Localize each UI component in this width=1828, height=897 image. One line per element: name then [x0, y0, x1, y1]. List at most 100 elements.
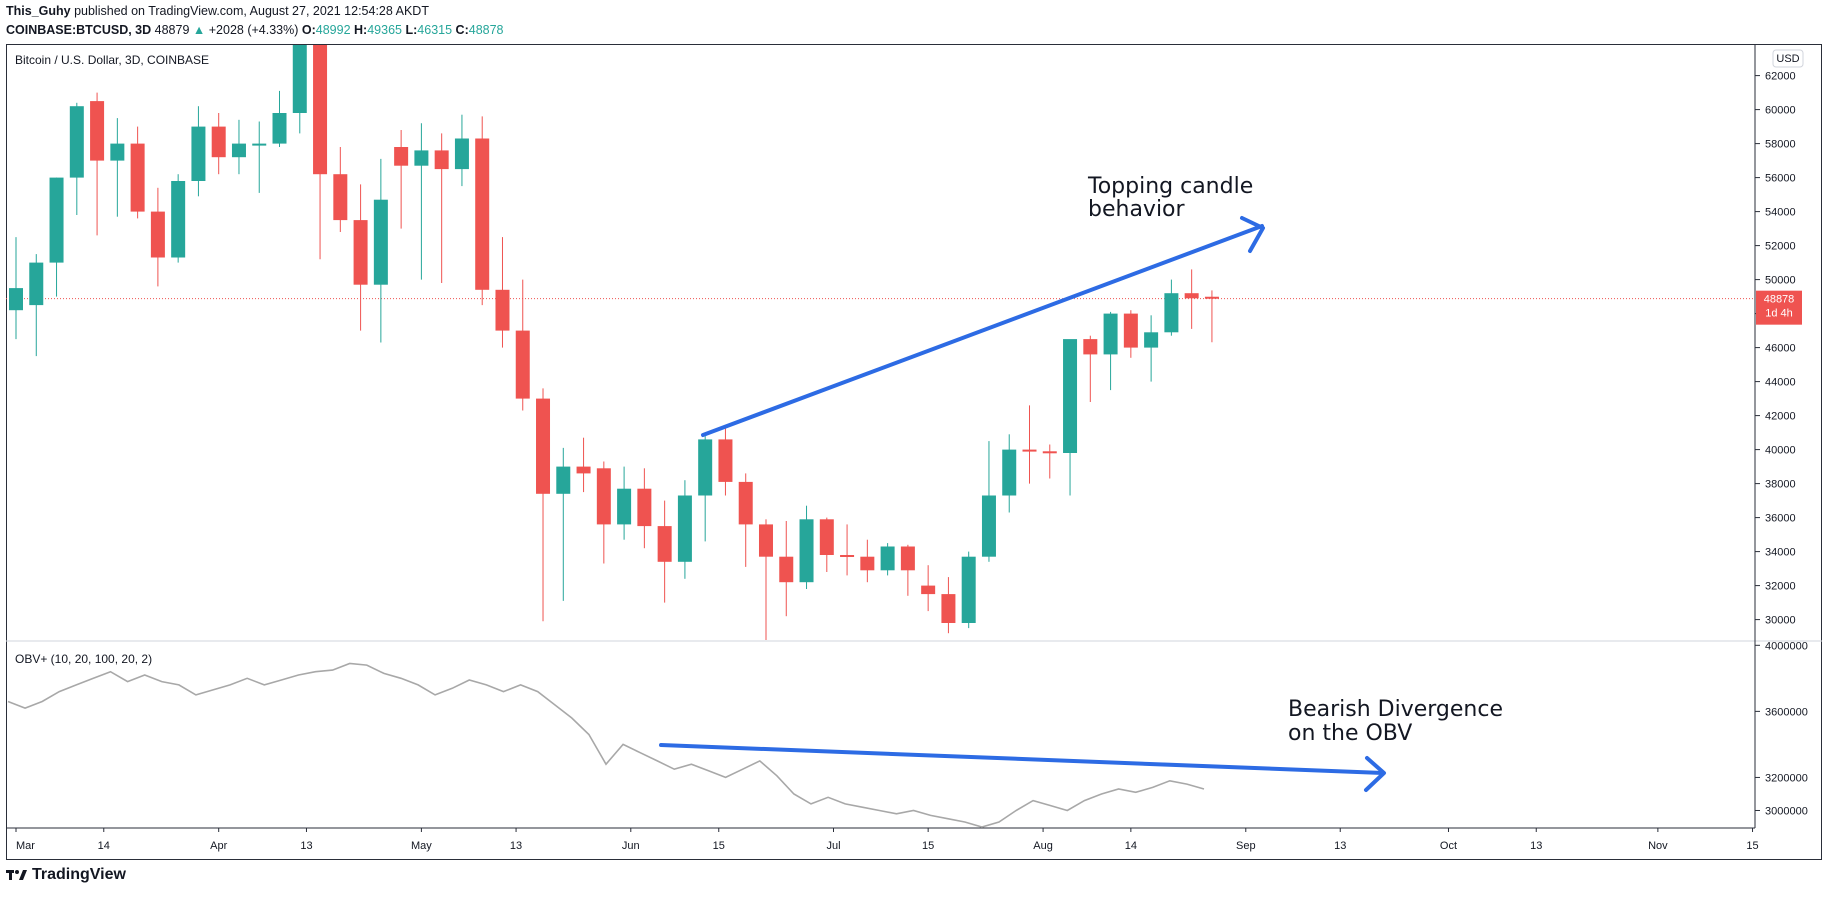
candle-body[interactable]: [1144, 332, 1159, 348]
candle-body[interactable]: [819, 519, 834, 555]
candle-body[interactable]: [191, 126, 206, 181]
last-price-tag-value: 48878: [1764, 294, 1795, 306]
candle-body[interactable]: [657, 526, 672, 562]
tradingview-footer[interactable]: TradingView: [6, 866, 126, 884]
candle-body[interactable]: [475, 138, 490, 290]
candle-body[interactable]: [596, 468, 611, 525]
candle-body[interactable]: [941, 594, 956, 623]
obv-divergence-trendline[interactable]: [659, 743, 1385, 775]
time-tick-label: 15: [1746, 840, 1758, 852]
candle-body[interactable]: [171, 181, 186, 258]
candle-body[interactable]: [434, 150, 449, 170]
published-text: published on TradingView.com, August 27,…: [74, 4, 429, 18]
time-tick-label: 14: [98, 840, 110, 852]
candle-body[interactable]: [313, 45, 328, 175]
time-tick-label: 13: [510, 840, 522, 852]
candle-body[interactable]: [698, 439, 713, 496]
close-label: C:: [455, 23, 469, 37]
currency-badge[interactable]: [1772, 49, 1804, 68]
price-tick-label: 46000: [1765, 343, 1796, 355]
price-tick-label: 52000: [1765, 241, 1796, 253]
chart-frame[interactable]: [6, 44, 1822, 860]
candle-body[interactable]: [110, 143, 125, 161]
candle-body[interactable]: [515, 330, 530, 399]
candle-body[interactable]: [981, 495, 996, 557]
candle-body[interactable]: [495, 289, 510, 331]
price-tick-label: 36000: [1765, 513, 1796, 525]
candle-body[interactable]: [1204, 296, 1219, 299]
candle-body[interactable]: [799, 519, 814, 583]
candle-body[interactable]: [211, 126, 226, 158]
time-tick-label: 13: [1334, 840, 1346, 852]
candle-body[interactable]: [1042, 451, 1057, 454]
candle-body[interactable]: [860, 556, 875, 571]
candle-body[interactable]: [1184, 293, 1199, 299]
candle-body[interactable]: [900, 546, 915, 571]
candle-body[interactable]: [718, 439, 733, 482]
candle-body[interactable]: [556, 466, 571, 494]
candle-body[interactable]: [536, 398, 551, 494]
annotation-topping-line1: Topping candle: [1087, 174, 1253, 199]
candle-body[interactable]: [840, 555, 855, 557]
obv-line: [7, 662, 1205, 828]
candle-body[interactable]: [414, 150, 429, 166]
time-tick-label: 15: [922, 840, 934, 852]
candle-body[interactable]: [333, 174, 348, 221]
chart-title: Bitcoin / U.S. Dollar, 3D, COINBASE: [15, 53, 209, 67]
candle-body[interactable]: [637, 488, 652, 527]
candle-body[interactable]: [1083, 339, 1098, 355]
topping-trendline[interactable]: [701, 224, 1264, 437]
tradingview-logo-icon: [6, 870, 27, 880]
obv-arrowhead-icon: [1364, 756, 1386, 792]
price-tick-label: 38000: [1765, 479, 1796, 491]
candle-body[interactable]: [779, 556, 794, 583]
price-tick-label: 30000: [1765, 615, 1796, 627]
candle-body[interactable]: [353, 220, 368, 285]
candle-body[interactable]: [130, 143, 145, 212]
candle-body[interactable]: [758, 524, 773, 557]
candle-body[interactable]: [90, 101, 105, 161]
candle-body[interactable]: [69, 106, 84, 178]
candle-body[interactable]: [1164, 293, 1179, 333]
candle-body[interactable]: [29, 262, 44, 306]
obv-tick-label: 3200000: [1765, 772, 1808, 784]
candle-body[interactable]: [1103, 313, 1118, 355]
candle-body[interactable]: [150, 211, 165, 258]
candle-body[interactable]: [677, 495, 692, 562]
candle-body[interactable]: [617, 488, 632, 525]
time-tick-label: Jul: [826, 840, 840, 852]
time-tick-label: May: [411, 840, 432, 852]
candle-body[interactable]: [1022, 449, 1037, 452]
candle-body[interactable]: [576, 466, 591, 474]
candle-body[interactable]: [9, 288, 23, 311]
obv-series-line[interactable]: [7, 662, 1205, 828]
candle-body[interactable]: [921, 585, 936, 595]
candle-body[interactable]: [738, 481, 753, 525]
candle-body[interactable]: [49, 177, 64, 263]
price-tick-label: 42000: [1765, 411, 1796, 423]
candle-body[interactable]: [373, 199, 388, 285]
candle-body[interactable]: [961, 556, 976, 623]
price-tick-label: 32000: [1765, 581, 1796, 593]
candle-body[interactable]: [1063, 339, 1078, 453]
candle-body[interactable]: [394, 147, 409, 166]
price-tick-label: 54000: [1765, 207, 1796, 219]
time-tick-label: 13: [1530, 840, 1542, 852]
candle-body[interactable]: [1002, 449, 1017, 496]
obv-tick-label: 3600000: [1765, 706, 1808, 718]
candle-body[interactable]: [880, 546, 895, 571]
time-tick-label: 14: [1125, 840, 1137, 852]
candle-body[interactable]: [1123, 313, 1138, 348]
candle-body[interactable]: [272, 113, 287, 144]
candle-body[interactable]: [231, 143, 246, 158]
time-tick-label: Aug: [1033, 840, 1053, 852]
chart-header: This_Guhy published on TradingView.com, …: [6, 2, 504, 40]
candle-body[interactable]: [292, 45, 307, 113]
candle-countdown: 1d 4h: [1765, 308, 1793, 320]
symbol-label: COINBASE:BTCUSD, 3D: [6, 23, 152, 37]
author-name[interactable]: This_Guhy: [6, 4, 71, 18]
obv-tick-label: 4000000: [1765, 640, 1808, 652]
candle-body[interactable]: [252, 143, 267, 146]
candle-body[interactable]: [454, 138, 469, 170]
